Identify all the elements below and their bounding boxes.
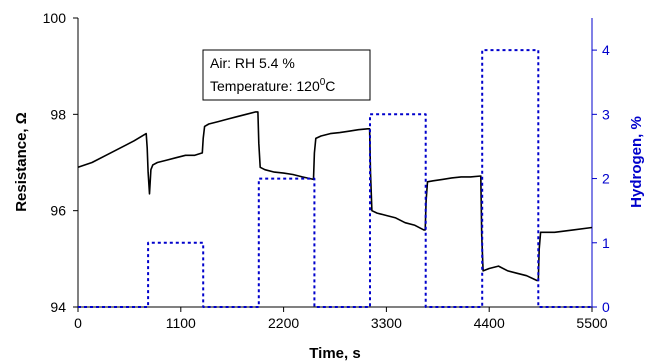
right-y-tick-label: 3 <box>602 106 610 122</box>
annotation-line-2: Temperature: 1200C <box>210 77 335 94</box>
x-tick-label: 0 <box>74 315 82 331</box>
x-tick-label: 3300 <box>371 315 402 331</box>
x-axis-ticks: 0 1100 2200 3300 4400 5500 <box>74 307 608 331</box>
left-y-tick-label: 94 <box>50 299 66 315</box>
x-tick-label: 5500 <box>576 315 607 331</box>
left-y-tick-label: 96 <box>50 203 66 219</box>
left-y-axis-ticks: 94 96 98 100 <box>43 10 78 315</box>
x-tick-label: 1100 <box>166 315 196 331</box>
x-tick-label: 2200 <box>268 315 299 331</box>
x-axis-title: Time, s <box>309 345 360 362</box>
right-y-axis-ticks: 0 1 2 3 4 <box>592 42 610 315</box>
right-y-tick-label: 4 <box>602 42 610 58</box>
right-y-axis-title: Hydrogen, % <box>628 116 645 208</box>
hydrogen-series-line <box>78 49 592 308</box>
annotation-temperature-unit: C <box>325 78 335 94</box>
annotation-line-1: Air: RH 5.4 % <box>210 55 295 71</box>
right-y-tick-label: 2 <box>602 171 610 187</box>
left-y-tick-label: 100 <box>43 10 67 26</box>
annotation-box <box>202 49 371 101</box>
annotation-degree-superscript: 0 <box>320 77 326 88</box>
annotation-temperature-prefix: Temperature: 120 <box>210 78 320 94</box>
right-y-tick-label: 1 <box>602 235 610 251</box>
x-tick-label: 4400 <box>474 315 505 331</box>
right-y-tick-label: 0 <box>602 299 610 315</box>
left-y-axis-title: Resistance, Ω <box>13 112 30 212</box>
left-y-tick-label: 98 <box>50 106 66 122</box>
resistance-series-line <box>77 111 593 282</box>
series-layer <box>77 49 593 308</box>
